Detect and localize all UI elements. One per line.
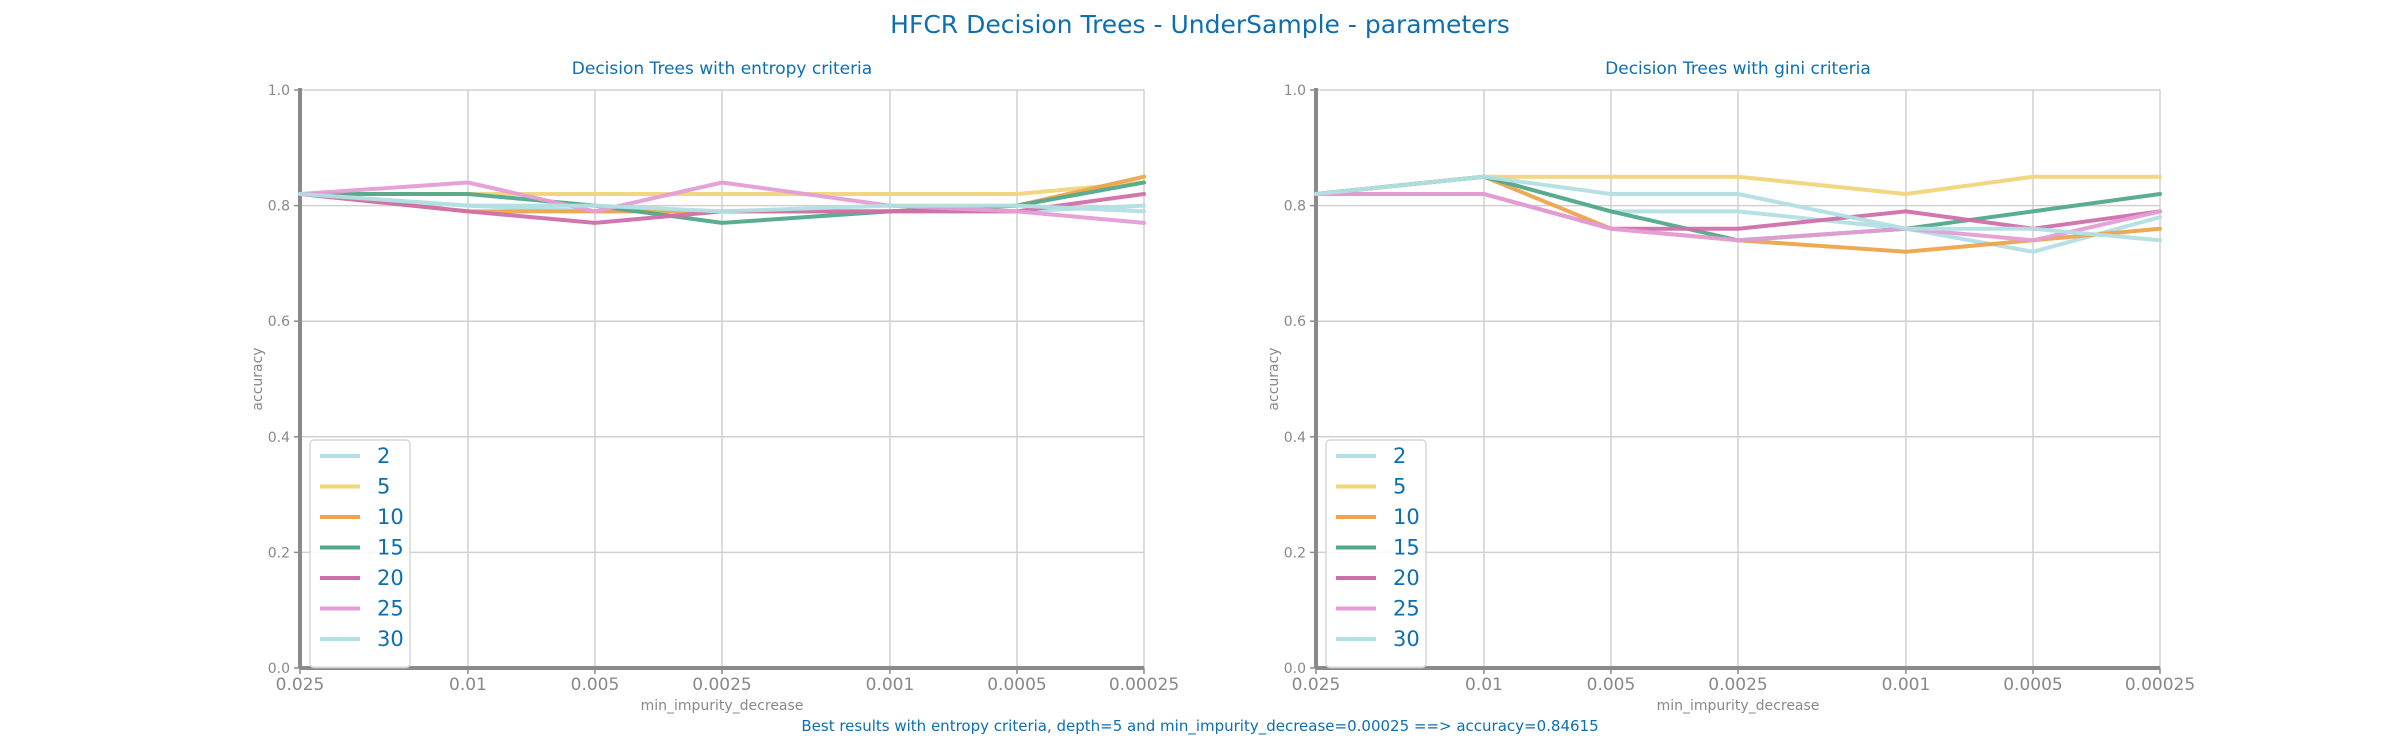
y-tick-label: 0.6 — [268, 314, 290, 330]
x-tick-label: 0.0025 — [1708, 675, 1767, 695]
x-tick-label: 0.0005 — [2003, 675, 2062, 695]
x-tick-label: 0.001 — [866, 675, 915, 695]
y-tick-label: 0.8 — [1284, 199, 1306, 215]
x-tick-label: 0.025 — [276, 675, 325, 695]
y-tick-label: 0.2 — [268, 545, 290, 561]
legend-label-5: 5 — [377, 475, 390, 499]
series-line-25 — [1314, 192, 2162, 243]
y-tick-label: 0.4 — [268, 430, 290, 446]
series-line-25 — [298, 180, 1146, 225]
y-tick-label: 0.2 — [1284, 545, 1306, 561]
legend-label-20: 20 — [1393, 566, 1420, 590]
legend-label-2: 2 — [1393, 444, 1406, 468]
legend-label-25: 25 — [377, 597, 404, 621]
figure-title: HFCR Decision Trees - UnderSample - para… — [890, 10, 1510, 39]
y-tick-label: 1.0 — [268, 83, 290, 99]
y-tick-label: 1.0 — [1284, 83, 1306, 99]
legend-label-15: 15 — [377, 536, 404, 560]
legend-label-15: 15 — [1393, 536, 1420, 560]
x-tick-label: 0.01 — [1465, 675, 1503, 695]
legend-label-30: 30 — [377, 627, 404, 651]
x-tick-label: 0.001 — [1882, 675, 1931, 695]
legend-label-10: 10 — [377, 505, 404, 529]
x-tick-label: 0.005 — [571, 675, 620, 695]
x-tick-label: 0.0025 — [692, 675, 751, 695]
y-axis-label: accuracy — [1266, 347, 1282, 410]
legend-label-20: 20 — [377, 566, 404, 590]
x-tick-label: 0.01 — [449, 675, 487, 695]
legend-box — [1325, 439, 1427, 669]
x-tick-label: 0.0005 — [987, 675, 1046, 695]
legend-label-2: 2 — [377, 444, 390, 468]
x-axis-label: min_impurity_decrease — [1657, 698, 1820, 714]
series-line-30 — [1314, 174, 2162, 243]
y-tick-label: 0.0 — [268, 661, 290, 677]
legend-label-10: 10 — [1393, 505, 1420, 529]
y-axis-label: accuracy — [250, 347, 266, 410]
y-tick-label: 0.6 — [1284, 314, 1306, 330]
x-tick-label: 0.025 — [1292, 675, 1341, 695]
y-tick-label: 0.4 — [1284, 430, 1306, 446]
best-results-note: Best results with entropy criteria, dept… — [801, 717, 1599, 735]
x-tick-label: 0.005 — [1587, 675, 1636, 695]
subplot-title-0: Decision Trees with entropy criteria — [572, 59, 872, 79]
legend-label-5: 5 — [1393, 475, 1406, 499]
x-tick-label: 0.00025 — [1109, 675, 1179, 695]
series-line-30 — [298, 192, 1146, 214]
legend-box — [309, 439, 411, 669]
x-axis-label: min_impurity_decrease — [641, 698, 804, 714]
x-tick-label: 0.00025 — [2125, 675, 2195, 695]
legend-label-30: 30 — [1393, 627, 1420, 651]
y-tick-label: 0.8 — [268, 199, 290, 215]
subplot-title-1: Decision Trees with gini criteria — [1605, 59, 1871, 79]
legend-label-25: 25 — [1393, 597, 1420, 621]
y-tick-label: 0.0 — [1284, 661, 1306, 677]
